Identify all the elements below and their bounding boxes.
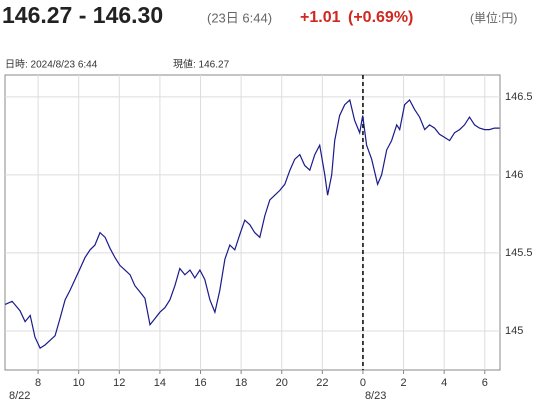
price-line [4, 98, 500, 349]
x-tick-label: 18 [235, 377, 247, 389]
x-tick-label: 12 [113, 377, 125, 389]
x-tick-label: 16 [194, 377, 206, 389]
x-tick-label: 6 [482, 377, 488, 389]
x-tick-label: 10 [73, 377, 85, 389]
x-tick-label: 14 [154, 377, 166, 389]
date-label: 8/23 [365, 390, 386, 400]
x-tick-label: 4 [441, 377, 447, 389]
x-tick-label: 2 [400, 377, 406, 389]
quote: 146.27 - 146.30 [2, 2, 163, 28]
change-pct: (+0.69%) [348, 9, 413, 26]
date-label: 8/22 [9, 390, 30, 400]
x-tick-label: 8 [35, 377, 41, 389]
info-time: 日時: 2024/8/23 6:44 [5, 59, 98, 71]
change: +1.01 [300, 9, 341, 26]
x-tick-label: 20 [276, 377, 288, 389]
plot-frame [4, 74, 501, 371]
info-price: 現値: 146.27 [173, 58, 230, 71]
x-tick-label: 22 [316, 377, 328, 389]
y-tick-label: 145 [505, 325, 523, 337]
y-tick-label: 146.5 [505, 91, 533, 103]
unit: (単位:円) [470, 10, 517, 25]
x-tick-label: 0 [360, 377, 366, 389]
quote-time: (23日 6:44) [207, 10, 272, 25]
y-tick-label: 146 [505, 169, 523, 181]
y-tick-label: 145.5 [505, 247, 533, 259]
